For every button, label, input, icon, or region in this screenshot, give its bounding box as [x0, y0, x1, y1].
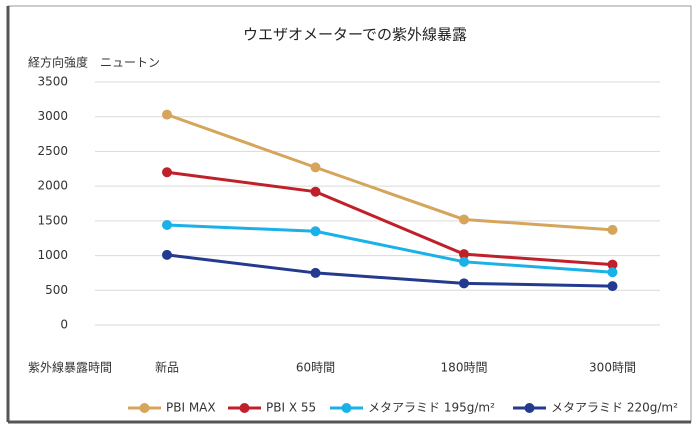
data-point — [162, 109, 172, 120]
data-point — [607, 259, 618, 270]
legend-marker — [239, 403, 250, 413]
data-point — [459, 214, 469, 225]
chart-frame — [7, 5, 692, 423]
data-point — [310, 226, 321, 237]
y-tick-label: 3000 — [37, 109, 68, 123]
legend-label: PBI X 55 — [266, 401, 316, 415]
data-point — [162, 167, 172, 178]
y-tick-label: 3500 — [37, 75, 68, 89]
legend-marker — [139, 403, 150, 413]
series-line — [166, 223, 613, 274]
chart-title: ウエザオメーターでの紫外線暴露 — [243, 26, 467, 44]
legend-label: メタアラミド 195g/m² — [368, 401, 495, 415]
data-point — [459, 249, 469, 260]
legend-marker — [341, 403, 352, 413]
data-point — [607, 281, 618, 292]
data-point — [459, 256, 469, 267]
data-point — [607, 224, 618, 235]
legend-label: メタアラミド 220g/m² — [551, 401, 678, 415]
data-point — [310, 162, 321, 173]
series-line — [166, 170, 613, 267]
x-tick-label: 180時間 — [441, 361, 488, 375]
x-tick-label: 300時間 — [589, 361, 636, 375]
y-tick-label: 0 — [60, 318, 68, 332]
legend-marker — [524, 403, 535, 413]
series-line — [166, 113, 613, 232]
data-point — [162, 220, 172, 231]
x-tick-label: 新品 — [155, 360, 179, 375]
y-tick-label: 2500 — [37, 144, 68, 158]
x-tick-label: 60時間 — [296, 361, 335, 375]
x-axis-label: 紫外線暴露時間 — [28, 360, 112, 375]
data-point — [162, 249, 172, 260]
data-point — [459, 278, 469, 289]
data-point — [310, 186, 321, 197]
y-tick-label: 1500 — [37, 213, 68, 227]
y-axis-label: 経方向強度 ニュートン — [28, 55, 160, 70]
series-line — [166, 253, 613, 288]
data-point — [310, 267, 321, 278]
y-tick-label: 500 — [45, 283, 68, 297]
y-tick-label: 2000 — [37, 179, 68, 193]
legend-label: PBI MAX — [166, 401, 216, 415]
y-tick-label: 1000 — [37, 248, 68, 262]
data-point — [607, 267, 618, 278]
